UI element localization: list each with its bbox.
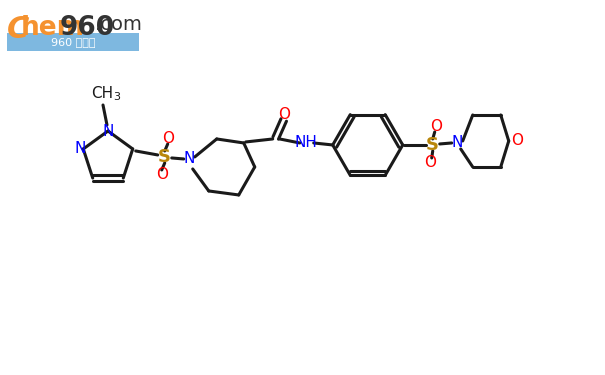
Text: N: N [451, 135, 462, 150]
Text: O: O [278, 108, 290, 123]
Text: O: O [430, 120, 442, 135]
Text: 960: 960 [60, 15, 115, 41]
Text: 3: 3 [113, 92, 120, 102]
Text: S: S [159, 148, 171, 166]
Text: N: N [183, 152, 194, 166]
Text: O: O [424, 156, 436, 171]
Text: hem: hem [21, 15, 85, 41]
Text: 960 化工网: 960 化工网 [51, 37, 95, 47]
Text: NH: NH [294, 135, 317, 150]
Text: O: O [511, 134, 523, 148]
Text: O: O [155, 168, 168, 183]
Text: .com: .com [95, 15, 143, 34]
Text: O: O [162, 132, 174, 147]
Text: N: N [102, 123, 114, 138]
FancyBboxPatch shape [7, 33, 139, 51]
Text: C: C [7, 15, 30, 44]
Text: N: N [74, 141, 86, 156]
Text: S: S [427, 136, 439, 154]
Text: CH: CH [91, 86, 113, 100]
